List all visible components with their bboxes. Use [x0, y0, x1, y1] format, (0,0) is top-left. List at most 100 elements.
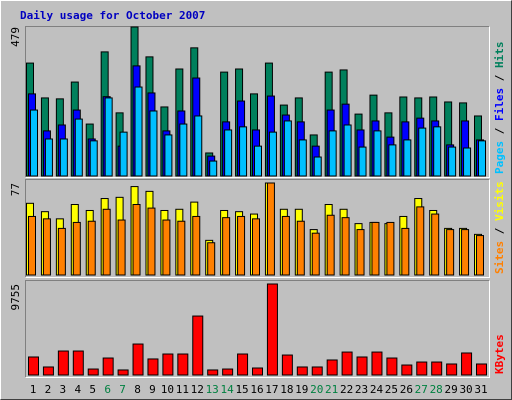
bar [102, 208, 111, 276]
x-tick-label: 26 [400, 383, 413, 396]
bar [207, 369, 219, 376]
panel-edge-light [25, 280, 490, 378]
bar [134, 86, 143, 177]
bar [416, 361, 428, 376]
bar [252, 218, 260, 276]
x-tick-label: 5 [89, 383, 96, 396]
bar [371, 221, 380, 276]
bar [401, 227, 410, 276]
legend-entry: Hits [493, 42, 506, 69]
panel-edge-light [25, 26, 490, 178]
bar [311, 366, 323, 376]
bar [87, 368, 99, 376]
x-tick-label: 30 [459, 383, 472, 396]
x-tick-label: 19 [295, 383, 308, 396]
bar [177, 353, 189, 376]
y-tick-label: 479 [9, 27, 22, 47]
bar [72, 221, 81, 276]
panel-edge-light [25, 179, 490, 278]
bar [418, 127, 427, 177]
bar [371, 351, 383, 376]
x-tick-label: 14 [221, 383, 235, 396]
x-tick-label: 6 [104, 383, 111, 396]
x-tick-label: 13 [206, 383, 219, 396]
x-tick-label: 31 [474, 383, 487, 396]
bar [132, 204, 141, 276]
bar [433, 126, 442, 177]
panel-edge-dark [25, 280, 490, 378]
x-tick-label: 12 [191, 383, 204, 396]
x-tick-label: 25 [385, 383, 398, 396]
chart-title: Daily usage for October 2007 [20, 9, 205, 22]
bar [194, 115, 203, 177]
bar [162, 219, 171, 276]
bar [281, 354, 293, 376]
bar [42, 366, 54, 376]
x-tick-label: 29 [445, 383, 458, 396]
bar [237, 215, 246, 276]
bar [446, 363, 458, 376]
bar [373, 130, 382, 177]
legend-entry: Pages [493, 141, 506, 174]
legend-entry: Files [493, 88, 506, 121]
bar [386, 357, 398, 376]
bar [222, 217, 231, 276]
legend-entry: Visits [493, 181, 506, 221]
bar [341, 351, 353, 376]
bar [42, 218, 51, 276]
bar [296, 366, 308, 376]
bar [192, 315, 204, 376]
bar [179, 123, 188, 177]
x-tick-label: 2 [45, 383, 52, 396]
bar [57, 350, 69, 376]
bar [224, 129, 233, 177]
bar [102, 357, 114, 376]
x-tick-label: 8 [134, 383, 141, 396]
x-tick-label: 16 [250, 383, 263, 396]
bar [72, 350, 84, 376]
bar [164, 134, 173, 177]
x-tick-label: 24 [370, 383, 384, 396]
legend: Sites / Visits [493, 181, 506, 274]
bar [283, 120, 292, 177]
bar [328, 130, 337, 177]
x-tick-label: 10 [161, 383, 174, 396]
x-tick-label: 3 [60, 383, 67, 396]
bar [28, 356, 39, 376]
bar [119, 131, 128, 177]
legend: Pages / Files / Hits [493, 42, 506, 175]
bar [239, 126, 248, 177]
legend-separator: / [493, 221, 506, 241]
bar [104, 97, 113, 177]
bar [401, 364, 413, 376]
bar [268, 131, 277, 177]
bar [326, 214, 335, 276]
legend-entry: Sites [493, 241, 506, 274]
x-tick-label: 28 [430, 383, 443, 396]
x-tick-label: 11 [176, 383, 189, 396]
bar [162, 353, 174, 376]
bar [358, 146, 367, 177]
bar [476, 363, 487, 376]
x-tick-label: 22 [340, 383, 353, 396]
bar [446, 229, 455, 276]
bar [478, 140, 486, 177]
panel-edge-dark [25, 26, 490, 178]
x-tick-label: 7 [119, 383, 126, 396]
bar [281, 215, 290, 276]
bar [431, 361, 443, 376]
bar [222, 368, 234, 376]
bar [461, 229, 470, 276]
x-tick-label: 9 [149, 383, 156, 396]
bar [192, 215, 201, 276]
x-tick-label: 18 [280, 383, 293, 396]
y-tick-label: 77 [9, 183, 22, 196]
bar [341, 217, 350, 276]
bar [177, 220, 186, 276]
bar [266, 283, 278, 376]
bar [28, 215, 36, 276]
bar [356, 356, 368, 376]
bar [237, 353, 249, 376]
bar [132, 343, 144, 376]
